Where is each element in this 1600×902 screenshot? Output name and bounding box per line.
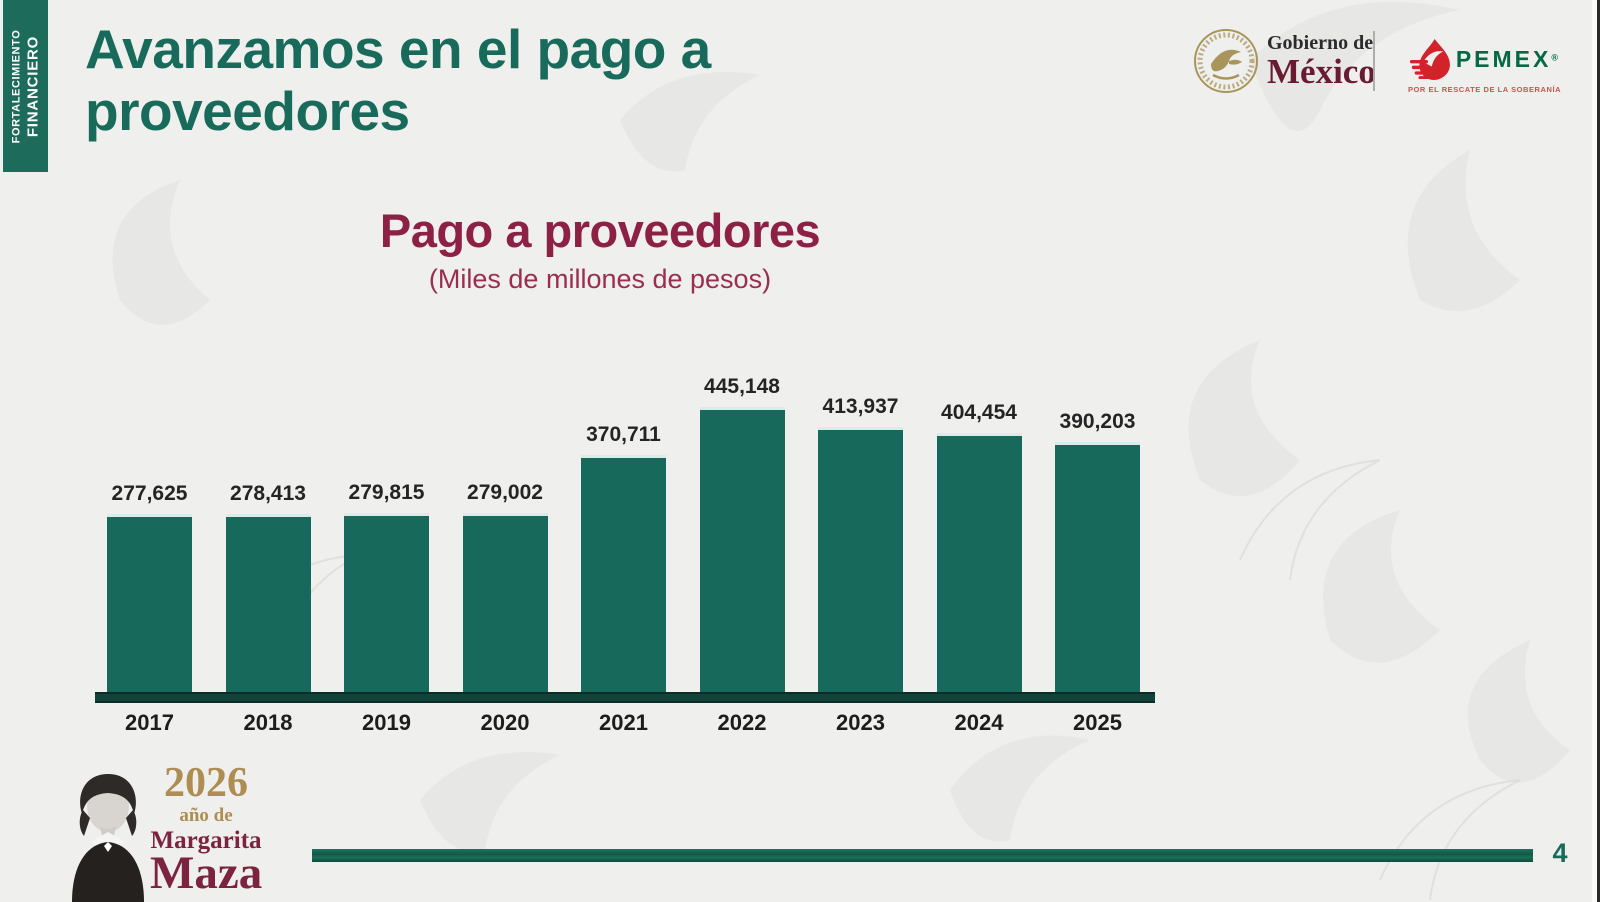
ano-de-label: año de <box>179 804 233 826</box>
bar-column: 370,711 <box>581 423 666 692</box>
bar <box>107 514 192 692</box>
bar-column: 404,454 <box>936 401 1022 692</box>
bar <box>581 455 666 692</box>
bar-column: 390,203 <box>1055 410 1140 692</box>
section-tab: FORTALECIMIENTO FINANCIERO <box>3 0 48 172</box>
x-axis-tick-label: 2024 <box>954 710 1004 735</box>
x-axis-tick-label: 2019 <box>362 710 411 735</box>
bar <box>1055 442 1140 692</box>
registered-trademark-icon: ® <box>1551 52 1558 63</box>
logo-divider <box>1373 31 1375 91</box>
gobierno-de-mexico-wordmark: Gobierno de México <box>1267 33 1376 89</box>
bar-value-label: 370,711 <box>586 423 661 446</box>
x-axis-tick-label: 2018 <box>243 710 293 735</box>
pemex-eagle-icon <box>1409 38 1450 80</box>
bar <box>936 433 1022 692</box>
page-number: 4 <box>1552 838 1568 868</box>
section-tab-line2: FINANCIERO <box>23 35 41 137</box>
pemex-tagline: POR EL RESCATE DE LA SOBERANÍA <box>1408 85 1562 94</box>
x-axis-tick-label: 2017 <box>125 710 174 735</box>
x-axis-tick-label: 2025 <box>1073 710 1122 735</box>
x-axis-line <box>95 692 1155 703</box>
bar-column: 277,625 <box>107 482 192 692</box>
section-tab-text: FORTALECIMIENTO FINANCIERO <box>10 29 41 143</box>
bar-column: 445,148 <box>699 375 785 692</box>
bar-value-label: 278,413 <box>230 482 306 505</box>
bar <box>344 513 429 692</box>
mexico-label: México <box>1267 52 1376 91</box>
margarita-maza-year-emblem: 2026 año de Margarita Maza <box>150 760 263 899</box>
bar-column: 279,002 <box>462 481 548 692</box>
margarita-maza-portrait <box>72 774 144 902</box>
bar-value-label: 404,454 <box>941 401 1017 424</box>
chart-subtitle: (Miles de millones de pesos) <box>428 264 772 294</box>
bar <box>699 407 785 692</box>
x-axis-tick-label: 2021 <box>599 710 648 735</box>
bar <box>818 427 903 692</box>
bars-row: 277,625 278,413 279,815 279,002 370,711 445,1… <box>107 358 1140 692</box>
chart-title: Pago a proveedores <box>379 204 821 257</box>
gobierno-de-mexico-logo: Gobierno de México <box>1193 28 1376 94</box>
margarita-label: Margarita <box>150 826 262 854</box>
section-tab-line1: FORTALECIMIENTO <box>10 29 23 143</box>
x-axis-tick-label: 2020 <box>480 710 530 735</box>
screen-edge-highlight <box>1592 0 1597 902</box>
bar-value-label: 445,148 <box>704 375 780 398</box>
x-axis-tick-label: 2022 <box>717 710 767 735</box>
bar-value-label: 279,002 <box>467 481 543 504</box>
pemex-logo: PEMEX® POR EL RESCATE DE LA SOBERANÍA <box>1408 36 1562 94</box>
bar-column: 278,413 <box>225 482 311 692</box>
bar-column: 279,815 <box>344 481 429 692</box>
bar-value-label: 413,937 <box>822 395 899 418</box>
x-axis-tick-label: 2023 <box>836 710 885 735</box>
footer-accent-bar <box>312 849 1533 862</box>
maza-label: Maza <box>150 846 263 899</box>
bar-value-label: 390,203 <box>1059 410 1136 433</box>
screen-edge-border <box>1597 0 1600 902</box>
gobierno-de-label: Gobierno de <box>1267 32 1374 54</box>
pemex-wordmark: PEMEX <box>1455 45 1552 72</box>
bar <box>225 514 311 692</box>
years-row: 2017 2018 2019 2020 2021 2022 2023 2024 2025 <box>107 710 1140 736</box>
year-2026-label: 2026 <box>164 760 248 806</box>
mexico-eagle-seal-icon <box>1194 29 1258 93</box>
bar-value-label: 279,815 <box>348 481 425 504</box>
bar <box>462 513 548 692</box>
bar-column: 413,937 <box>818 395 903 692</box>
bar-value-label: 277,625 <box>111 482 188 505</box>
slide-title: Avanzamos en el pago a proveedores <box>85 18 711 143</box>
chart-header: Pago a proveedores (Miles de millones de… <box>100 203 1100 295</box>
